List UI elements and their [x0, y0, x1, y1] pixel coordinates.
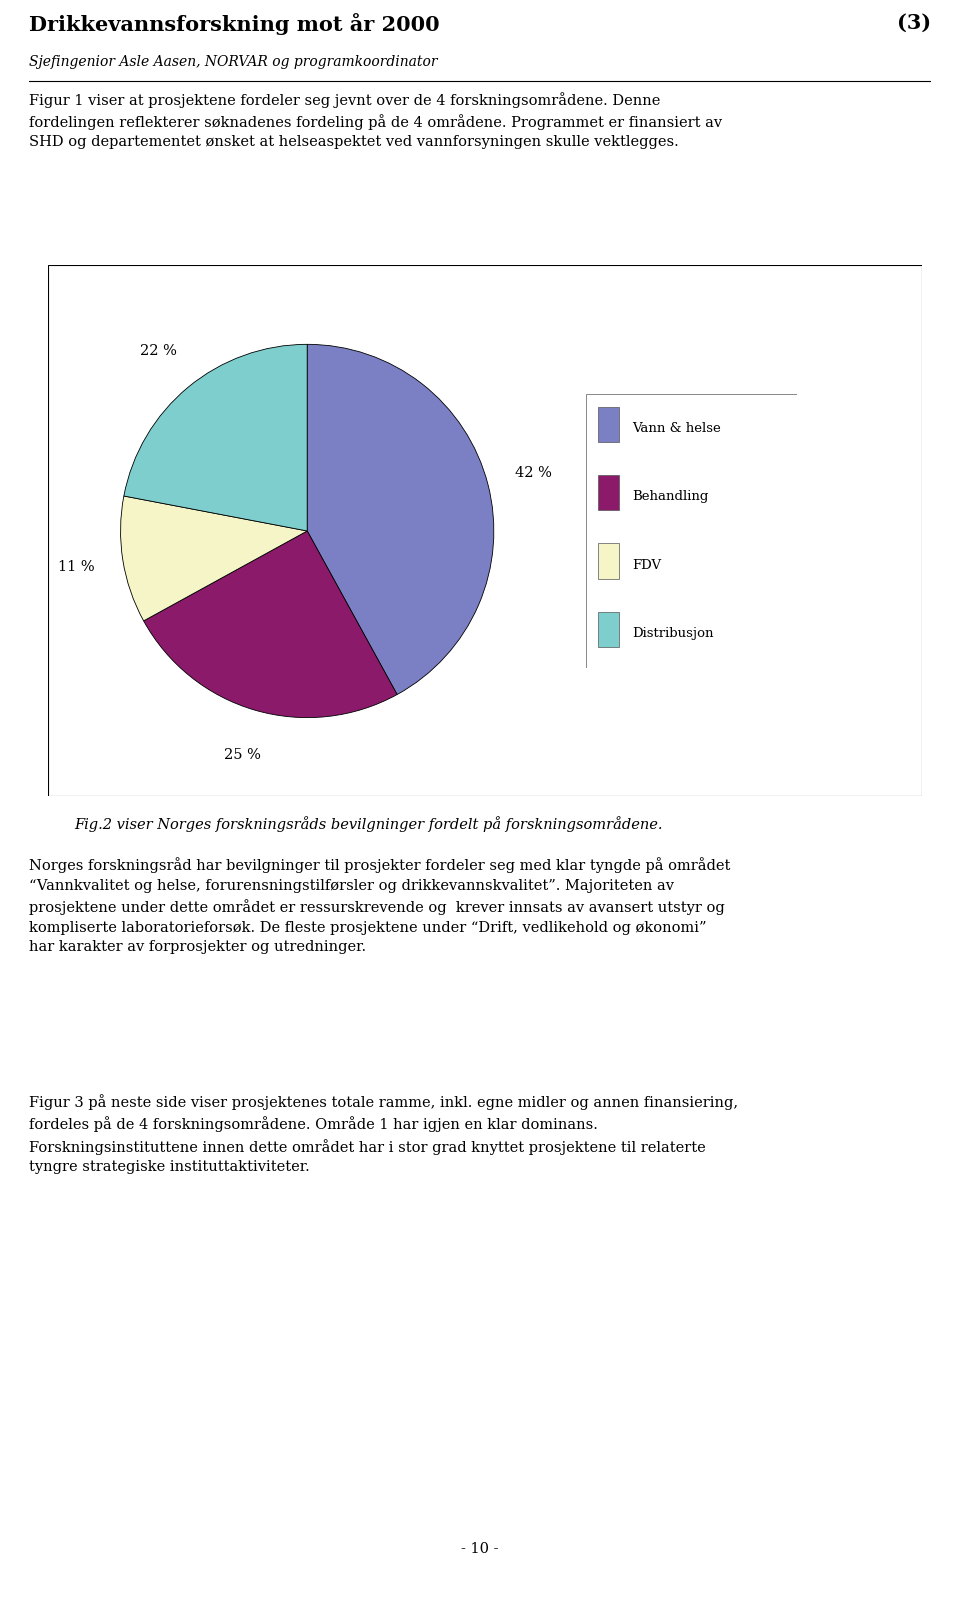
- Text: Figur 3 på neste side viser prosjektenes totale ramme, inkl. egne midler og anne: Figur 3 på neste side viser prosjektenes…: [29, 1094, 738, 1175]
- Text: Norges forskningsråd har bevilgninger til prosjekter fordeler seg med klar tyngd: Norges forskningsråd har bevilgninger ti…: [29, 858, 731, 954]
- Text: Vann & helse: Vann & helse: [632, 422, 721, 434]
- Text: Drikkevannsforskning mot år 2000: Drikkevannsforskning mot år 2000: [29, 13, 440, 35]
- Text: Figur 1 viser at prosjektene fordeler seg jevnt over de 4 forskningsområdene. De: Figur 1 viser at prosjektene fordeler se…: [29, 92, 722, 150]
- Bar: [598, 611, 619, 647]
- Wedge shape: [144, 531, 397, 718]
- Text: Behandling: Behandling: [632, 491, 708, 504]
- Wedge shape: [124, 344, 307, 531]
- Text: 25 %: 25 %: [224, 748, 260, 763]
- Bar: [598, 407, 619, 442]
- Wedge shape: [121, 496, 307, 621]
- Bar: [598, 475, 619, 510]
- Text: Distribusjon: Distribusjon: [632, 628, 713, 640]
- Text: Fig.2 viser Norges forskningsråds bevilgninger fordelt på forskningsområdene.: Fig.2 viser Norges forskningsråds bevilg…: [74, 816, 662, 832]
- Text: FDV: FDV: [632, 558, 661, 571]
- Text: Sjefingenior Asle Aasen, NORVAR og programkoordinator: Sjefingenior Asle Aasen, NORVAR og progr…: [29, 55, 438, 69]
- Bar: [598, 544, 619, 579]
- Text: (3): (3): [897, 13, 931, 32]
- Text: - 10 -: - 10 -: [461, 1541, 499, 1556]
- Wedge shape: [307, 344, 493, 695]
- Text: 42 %: 42 %: [515, 467, 552, 479]
- Text: 11 %: 11 %: [59, 560, 95, 574]
- Text: 22 %: 22 %: [140, 344, 177, 359]
